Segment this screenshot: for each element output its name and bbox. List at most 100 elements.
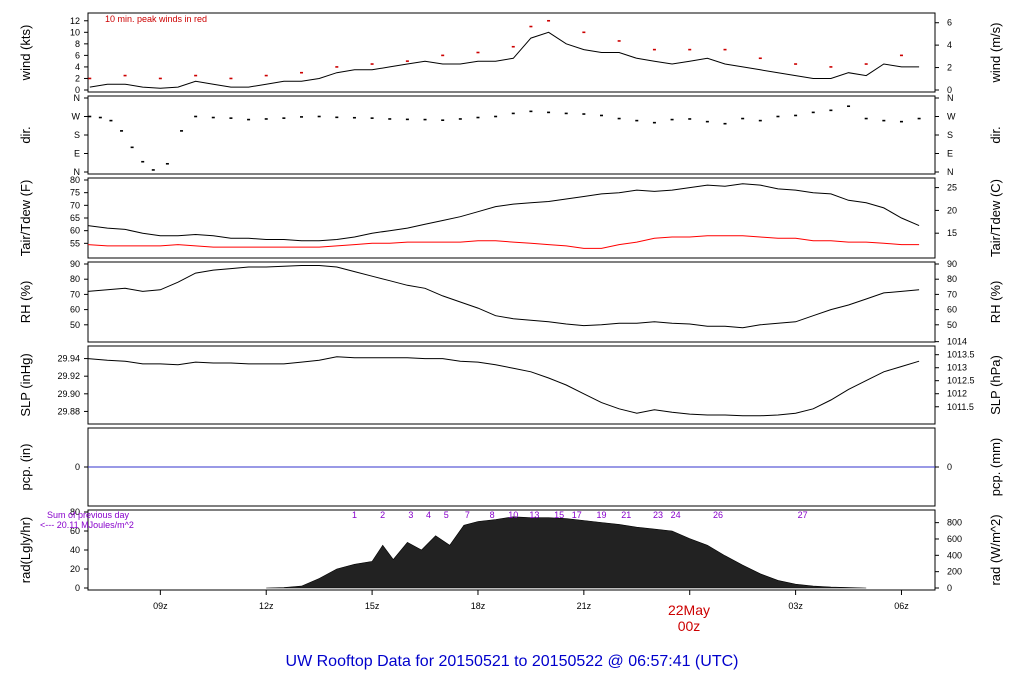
left-tick-label: E <box>74 149 80 159</box>
direction-point <box>405 118 409 121</box>
hourly-label: 21 <box>621 510 631 520</box>
direction-point <box>247 118 251 121</box>
direction-point <box>582 113 586 115</box>
y-axis-title-left: pcp. (in) <box>18 444 33 491</box>
direction-point <box>741 117 745 120</box>
peak-wind-mark <box>158 77 162 80</box>
left-tick-label: 65 <box>70 213 80 223</box>
hourly-label: 1 <box>352 510 357 520</box>
x-tick-label: 06z <box>894 601 909 611</box>
peak-wind-mark <box>476 51 480 54</box>
direction-point <box>776 115 780 118</box>
direction-point <box>423 118 427 121</box>
wind-annotation: 10 min. peak winds in red <box>105 14 207 24</box>
left-tick-label: 4 <box>75 62 80 72</box>
series-Tair-line <box>87 183 920 242</box>
series-rad-area <box>266 516 867 589</box>
right-tick-label: 50 <box>947 320 957 330</box>
left-tick-label: 29.92 <box>57 371 80 381</box>
panel-frame <box>87 261 936 343</box>
peak-wind-mark <box>511 45 515 48</box>
hourly-label: 19 <box>596 510 606 520</box>
direction-point <box>758 119 762 122</box>
right-tick-label: 4 <box>947 40 952 50</box>
left-tick-label: 0 <box>75 85 80 95</box>
direction-point <box>917 117 921 120</box>
hourly-label: 10 <box>508 510 518 520</box>
panel-frame <box>87 345 936 425</box>
left-tick-label: 60 <box>70 226 80 236</box>
right-tick-label: 15 <box>947 228 957 238</box>
peak-wind-mark <box>652 48 656 51</box>
peak-wind-mark <box>688 48 692 51</box>
y-axis-title-right: Tair/Tdew (C) <box>988 179 1003 257</box>
right-tick-label: 80 <box>947 274 957 284</box>
peak-wind-mark <box>547 19 551 22</box>
y-axis-title-right: SLP (hPa) <box>988 355 1003 415</box>
hourly-label: 26 <box>713 510 723 520</box>
direction-point <box>211 116 215 119</box>
y-axis-title-left: SLP (inHg) <box>18 353 33 416</box>
panel-slp: 29.88 29.90 29.92 29.94 1011.5 1012 1012.5 1013… <box>18 337 1003 425</box>
series-SLP-line <box>87 356 920 417</box>
direction-point <box>794 114 798 117</box>
right-tick-label: 1012 <box>947 389 967 399</box>
x-tick-label: 03z <box>788 601 803 611</box>
left-tick-label: 80 <box>70 274 80 284</box>
direction-point <box>899 120 903 123</box>
right-tick-label: 1012.5 <box>947 376 975 386</box>
direction-point <box>829 109 833 112</box>
direction-point <box>335 116 339 119</box>
y-axis-title-left: wind (kts) <box>18 25 33 82</box>
right-tick-label: N <box>947 167 954 177</box>
panel-frame <box>87 95 936 175</box>
right-tick-label: 25 <box>947 183 957 193</box>
direction-point <box>388 118 392 120</box>
hourly-label: 7 <box>465 510 470 520</box>
direction-point <box>120 130 124 132</box>
direction-point <box>352 116 356 119</box>
x-tick-label: 15z <box>365 601 380 611</box>
time-axis: 09z 12z 15z 18z 21z 03z 06z <box>153 590 909 611</box>
series-RH-line <box>87 265 920 329</box>
y-axis-title-left: dir. <box>18 126 33 143</box>
peak-wind-mark <box>794 63 798 65</box>
left-tick-label: 60 <box>70 305 80 315</box>
direction-point <box>511 112 515 115</box>
direction-point <box>723 122 727 125</box>
direction-point <box>688 118 692 120</box>
direction-point <box>282 117 286 119</box>
peak-wind-mark <box>88 77 92 80</box>
hourly-label: 24 <box>671 510 681 520</box>
peak-wind-mark <box>335 66 339 68</box>
hourly-label: 4 <box>426 510 431 520</box>
left-tick-label: 75 <box>70 188 80 198</box>
left-tick-label: 29.90 <box>57 389 80 399</box>
peak-wind-mark <box>582 31 586 34</box>
right-tick-label: 1013.5 <box>947 350 975 360</box>
left-tick-label: 60 <box>70 526 80 536</box>
right-tick-label: N <box>947 93 954 103</box>
direction-point <box>151 169 155 171</box>
direction-point <box>476 116 480 119</box>
direction-point <box>652 121 656 124</box>
peak-wind-mark <box>370 63 374 65</box>
panel-frame <box>87 12 936 93</box>
peak-wind-mark <box>529 25 533 28</box>
direction-point <box>370 117 374 119</box>
peak-wind-mark <box>300 71 304 74</box>
right-tick-label: 400 <box>947 550 962 560</box>
left-tick-label: 40 <box>70 545 80 555</box>
direction-point <box>441 119 445 121</box>
direction-point <box>882 119 886 122</box>
left-tick-label: 6 <box>75 50 80 60</box>
x-tick-label: 21z <box>577 601 592 611</box>
peak-wind-mark <box>758 57 762 60</box>
y-axis-title-right: pcp. (mm) <box>988 438 1003 497</box>
direction-point <box>670 118 674 121</box>
hourly-label: 2 <box>380 510 385 520</box>
direction-point <box>494 115 498 118</box>
